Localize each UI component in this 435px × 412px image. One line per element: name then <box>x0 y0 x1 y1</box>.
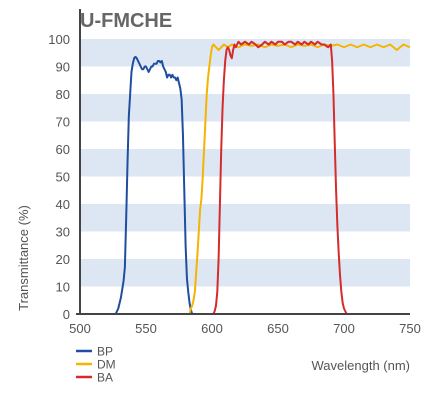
y-axis-label: Transmittance (%) <box>16 205 31 311</box>
y-tick-label: 0 <box>63 307 70 322</box>
y-tick-label: 20 <box>56 252 70 267</box>
x-axis-label: Wavelength (nm) <box>312 358 411 373</box>
x-tick-label: 550 <box>135 321 157 336</box>
series-layer <box>80 40 411 315</box>
y-tick-label: 60 <box>56 142 70 157</box>
grid-band <box>80 204 410 232</box>
x-tick-label: 650 <box>267 321 289 336</box>
x-tick-labels: 500 550 600 650 700 750 <box>69 321 421 336</box>
y-tick-label: 80 <box>56 87 70 102</box>
x-tick-label: 600 <box>201 321 223 336</box>
y-tick-label: 30 <box>56 225 70 240</box>
y-tick-label: 50 <box>56 170 70 185</box>
grid-band <box>80 94 410 122</box>
chart-title: U-FMCHE <box>80 10 172 32</box>
grid-band <box>80 39 410 67</box>
y-tick-label: 70 <box>56 115 70 130</box>
grid-band <box>80 149 410 177</box>
axes <box>76 9 410 315</box>
series-line-dm <box>80 43 411 315</box>
y-tick-label: 40 <box>56 197 70 212</box>
legend-label-ba: BA <box>97 371 113 385</box>
grid-bands <box>80 39 410 287</box>
y-tick-labels: 0 10 20 30 40 50 60 70 80 90 100 <box>48 32 70 322</box>
y-tick-label: 100 <box>48 32 70 47</box>
x-tick-label: 750 <box>399 321 421 336</box>
legend-label-dm: DM <box>97 358 116 372</box>
x-tick-label: 500 <box>69 321 91 336</box>
legend-label-bp: BP <box>97 345 113 359</box>
x-tick-label: 700 <box>333 321 355 336</box>
y-tick-label: 10 <box>56 280 70 295</box>
grid-band <box>80 259 410 287</box>
y-tick-label: 90 <box>56 60 70 75</box>
series-line-ba <box>80 40 410 315</box>
series-line-bp <box>80 55 410 315</box>
